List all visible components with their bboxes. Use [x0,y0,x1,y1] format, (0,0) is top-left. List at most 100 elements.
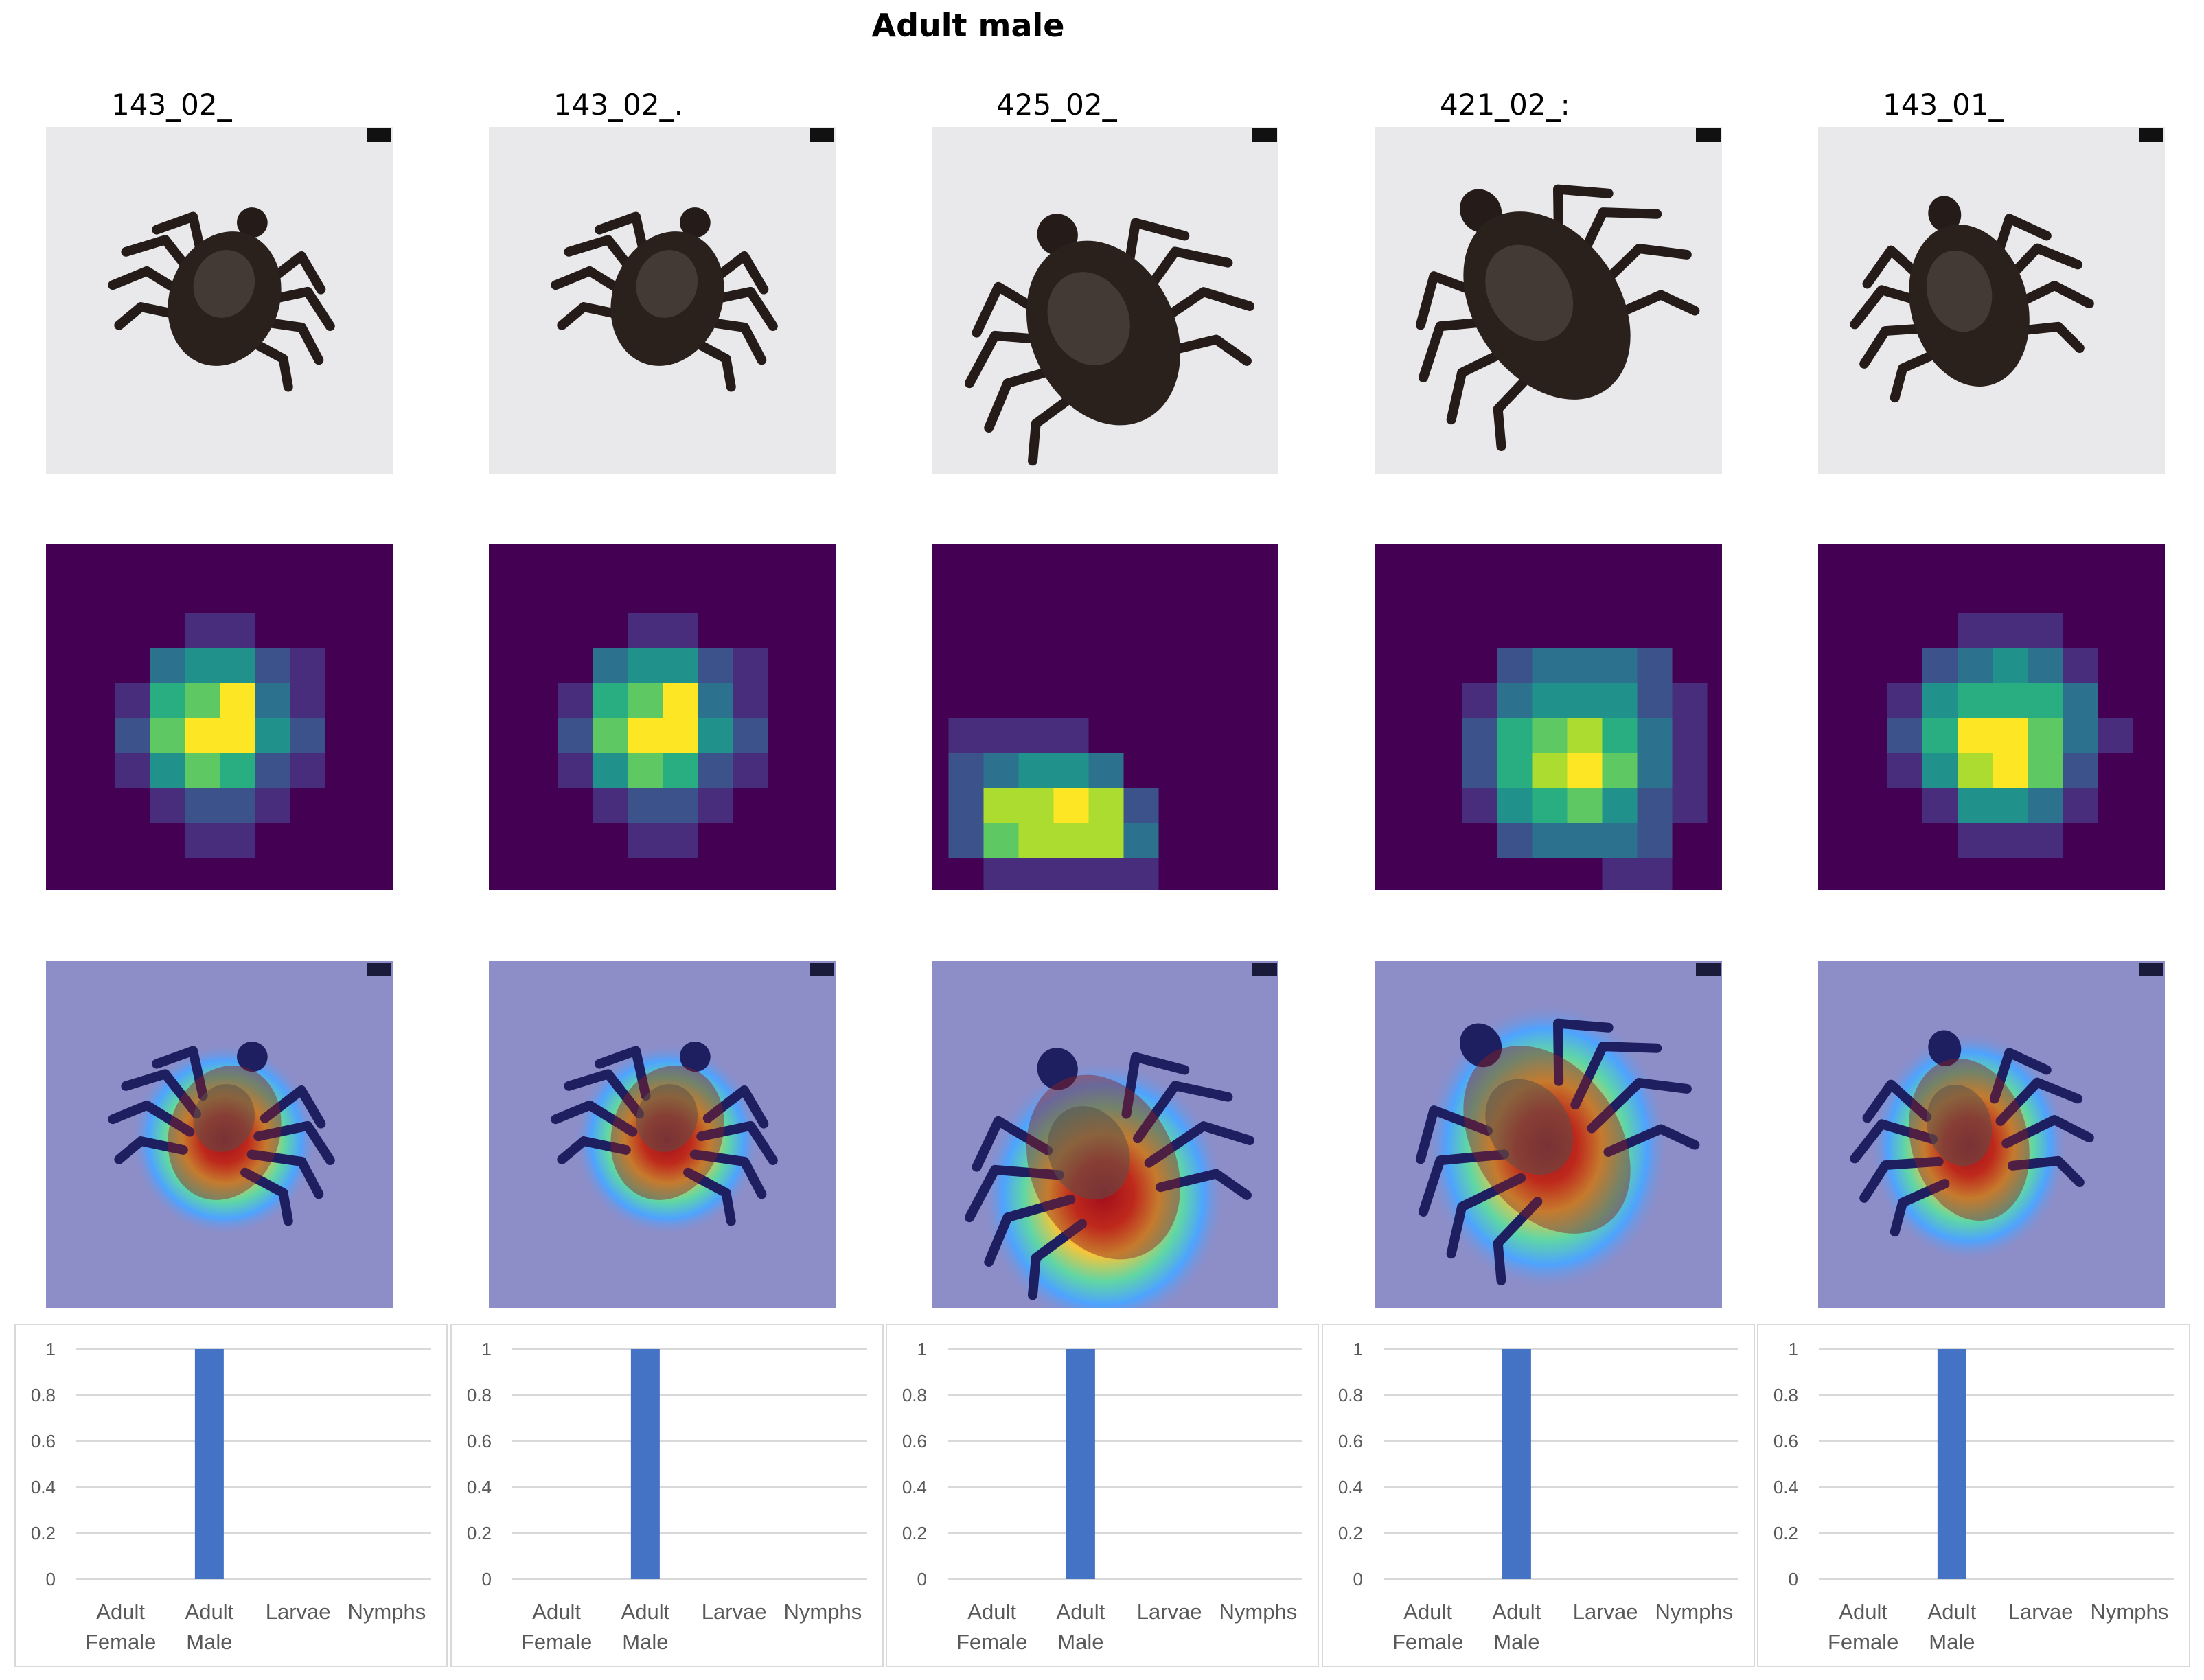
heatmap-cell [255,788,290,823]
heatmap-cell [1637,788,1673,823]
heatmap-cell [1958,613,1993,648]
x-category-label: Adult Female [521,1600,592,1654]
y-tick-label: 0.2 [902,1523,927,1543]
heatmap-cell [1637,823,1673,858]
activation-heatmap [489,544,836,890]
heatmap-cell [628,648,663,683]
heatmap-cell [1922,648,1958,683]
scale-bar-icon [2139,963,2163,976]
scale-bar-icon [1252,128,1277,142]
heatmap-cell [2098,718,2133,753]
tick-silhouette [108,1042,335,1226]
x-category-label: Larvae [266,1600,331,1624]
heatmap-cell [733,753,768,788]
heatmap-cell [1922,753,1958,788]
heatmap-cell [1887,753,1922,788]
heatmap-cell [698,683,733,718]
heatmap-cell [733,718,768,753]
x-category-label: Adult Male [185,1600,234,1654]
y-tick-label: 0.8 [1338,1385,1363,1405]
y-tick-label: 0.6 [902,1431,927,1451]
heatmap-cell [1018,788,1054,823]
heatmap-cell [1018,858,1054,890]
heatmap-cell [1088,788,1124,823]
y-tick-label: 0 [482,1569,492,1589]
sample-id-label: 421_02_: [1440,88,1570,122]
heatmap-cell [733,648,768,683]
y-tick-label: 0.2 [31,1523,56,1543]
heatmap-cell [948,753,984,788]
heatmap-cell [220,788,255,823]
heatmap-cell [115,718,150,753]
gradcam-overlay [1818,961,2165,1308]
heatmap-cell [1637,648,1673,683]
tick-silhouette [551,1042,778,1226]
heatmap-cell [1993,788,2028,823]
x-category-label: Larvae [2008,1600,2074,1624]
heatmap-cell [2063,753,2098,788]
heatmap-cell [1567,648,1603,683]
heatmap-cell [663,683,698,718]
gradcam-overlay [46,961,393,1308]
tick-photo [46,127,393,474]
heatmap-cell [150,718,185,753]
heatmap-cell [1053,858,1089,890]
heatmap-cell [1637,858,1673,890]
heatmap-cell [1887,683,1922,718]
heatmap-cell [1958,823,1993,858]
probability-bar-chart: 0 0.2 0.4 0.6 0.8 1 Adult Female Adult Male Larvae… [14,1324,448,1667]
heatmap-cell [1497,753,1533,788]
bar-adult-male [1937,1349,1966,1579]
heatmap-cell [220,613,255,648]
heatmap-cell [663,648,698,683]
y-tick-label: 0.4 [1773,1477,1798,1497]
heatmap-cell [2063,683,2098,718]
heatmap-cell [983,823,1019,858]
x-category-label: Adult Male [1928,1600,1977,1654]
heatmap-cell [1018,823,1054,858]
scale-bar-icon [1252,963,1277,976]
heatmap-cell [983,858,1019,890]
heatmap-cell [2063,718,2098,753]
bar-adult-male [1066,1349,1095,1579]
y-tick-label: 0.6 [31,1431,56,1451]
heatmap-cell [1672,718,1708,753]
scale-bar-icon [810,128,834,142]
heatmap-cell [185,648,220,683]
heatmap-cell [220,648,255,683]
heatmap-cell [1602,718,1638,753]
heatmap-cell [185,683,220,718]
heatmap-cell [1958,753,1993,788]
heatmap-cell [1018,753,1054,788]
tick-photo [489,127,836,474]
y-tick-label: 1 [482,1339,492,1359]
heatmap-cell [1993,823,2028,858]
heatmap-cell [115,683,150,718]
probability-bar-chart: 0 0.2 0.4 0.6 0.8 1 Adult Female Adult Male Larvae… [1322,1324,1755,1667]
heatmap-cell [2028,788,2063,823]
heatmap-cell [628,788,663,823]
gradcam-overlay [489,961,836,1308]
scale-bar-icon [367,963,391,976]
heatmap-cell [2028,613,2063,648]
heatmap-cell [1532,788,1568,823]
heatmap-cell [2063,648,2098,683]
sample-id-label: 143_02_ [111,88,232,122]
heatmap-cell [2028,683,2063,718]
probability-bar-chart: 0 0.2 0.4 0.6 0.8 1 Adult Female Adult Male Larvae… [1757,1324,2190,1667]
heatmap-cell [1497,823,1533,858]
heatmap-cell [290,683,325,718]
heatmap-cell [1462,788,1497,823]
x-category-label: Nymphs [1655,1600,1734,1624]
heatmap-cell [593,788,628,823]
heatmap-cell [663,718,698,753]
heatmap-cell [1922,683,1958,718]
heatmap-cell [185,753,220,788]
heatmap-cell [1567,683,1603,718]
heatmap-cell [1602,823,1638,858]
heatmap-cell [290,753,325,788]
heatmap-cell [1532,683,1568,718]
heatmap-cell [290,648,325,683]
heatmap-cell [1602,753,1638,788]
tick-photo [1375,127,1722,474]
